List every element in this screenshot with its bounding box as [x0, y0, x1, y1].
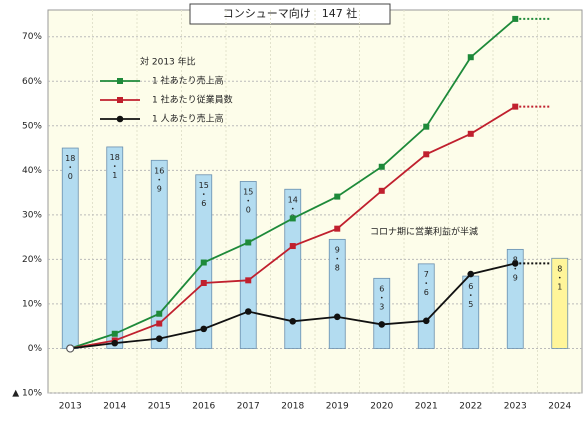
bar-label: 8 ・ 1	[556, 264, 564, 291]
legend-label: 1 社あたり従業員数	[152, 94, 233, 106]
marker	[200, 325, 208, 333]
marker	[156, 320, 163, 327]
annotation: コロナ期に営業利益が半減	[370, 226, 478, 238]
bar	[373, 277, 391, 349]
y-tick-label: 60%	[22, 77, 42, 87]
legend-label: 1 人あたり売上高	[152, 113, 224, 125]
bar-label: 6 ・ 5	[467, 282, 475, 309]
plot-area	[47, 9, 583, 394]
bar-label: 9 ・ 8	[333, 245, 341, 272]
y-tick-label: 10%	[22, 299, 42, 309]
x-tick-label: 2015	[148, 402, 171, 412]
marker	[378, 163, 385, 170]
y-tick-label: 30%	[22, 210, 42, 220]
y-tick-label: 40%	[22, 166, 42, 176]
marker	[467, 270, 475, 278]
title-box	[189, 3, 391, 25]
marker	[512, 15, 519, 22]
x-tick-label: 2024	[548, 402, 571, 412]
x-tick-label: 2020	[370, 402, 393, 412]
marker	[512, 103, 519, 110]
marker	[244, 308, 252, 315]
legend-title: 対 2013 年比	[140, 56, 196, 68]
bar	[239, 181, 257, 349]
bar-label: 6 ・ 3	[378, 284, 386, 311]
marker	[111, 330, 118, 337]
bar-label: 16 ・ 9	[154, 166, 164, 193]
legend-marker	[116, 115, 124, 123]
marker	[66, 344, 75, 353]
y-tick-label: 70%	[22, 32, 42, 42]
bar-label: 8 ・ 9	[511, 255, 519, 282]
chart-title: コンシューマ向け 147 社	[223, 6, 358, 20]
bar	[150, 159, 168, 349]
marker	[334, 193, 341, 200]
marker	[334, 225, 341, 232]
marker	[467, 130, 474, 137]
bar-label: 15 ・ 0	[243, 187, 253, 214]
x-tick-label: 2019	[326, 402, 349, 412]
bar	[328, 238, 346, 349]
x-tick-label: 2023	[504, 402, 527, 412]
y-tick-label: 0%	[28, 344, 43, 354]
bar-label: 7 ・ 6	[422, 269, 430, 296]
bar-label: 18 ・ 0	[65, 154, 75, 181]
x-tick-label: 2022	[459, 402, 482, 412]
marker	[245, 277, 252, 284]
marker	[378, 187, 385, 194]
marker	[378, 321, 386, 328]
marker	[333, 313, 341, 321]
y-tick-label: ▲ 10%	[12, 389, 42, 399]
marker	[200, 259, 207, 266]
marker	[111, 339, 119, 347]
x-tick-label: 2018	[281, 402, 304, 412]
marker	[467, 54, 474, 61]
marker	[155, 335, 163, 342]
marker	[289, 243, 296, 250]
legend-marker	[117, 78, 123, 84]
x-tick-label: 2016	[192, 402, 215, 412]
marker	[200, 279, 207, 286]
y-tick-label: 50%	[22, 121, 42, 131]
bar-label: 15 ・ 6	[199, 180, 209, 207]
legend-label: 1 社あたり売上高	[152, 75, 224, 87]
x-tick-label: 2021	[415, 402, 438, 412]
x-tick-label: 2014	[103, 402, 126, 412]
bar	[284, 188, 302, 349]
y-tick-label: 20%	[22, 255, 42, 265]
marker	[423, 151, 430, 158]
marker	[511, 260, 519, 267]
marker	[423, 123, 430, 130]
legend-marker	[117, 97, 123, 103]
bar	[551, 257, 569, 349]
bar	[417, 263, 435, 349]
bar-label: 18 ・ 1	[110, 152, 120, 179]
bar	[506, 248, 524, 349]
x-tick-label: 2013	[59, 402, 82, 412]
marker	[156, 310, 163, 317]
x-tick-label: 2017	[237, 402, 260, 412]
marker	[289, 317, 297, 325]
marker	[289, 215, 296, 222]
bar	[106, 146, 124, 349]
marker	[245, 239, 252, 246]
marker	[422, 317, 430, 325]
